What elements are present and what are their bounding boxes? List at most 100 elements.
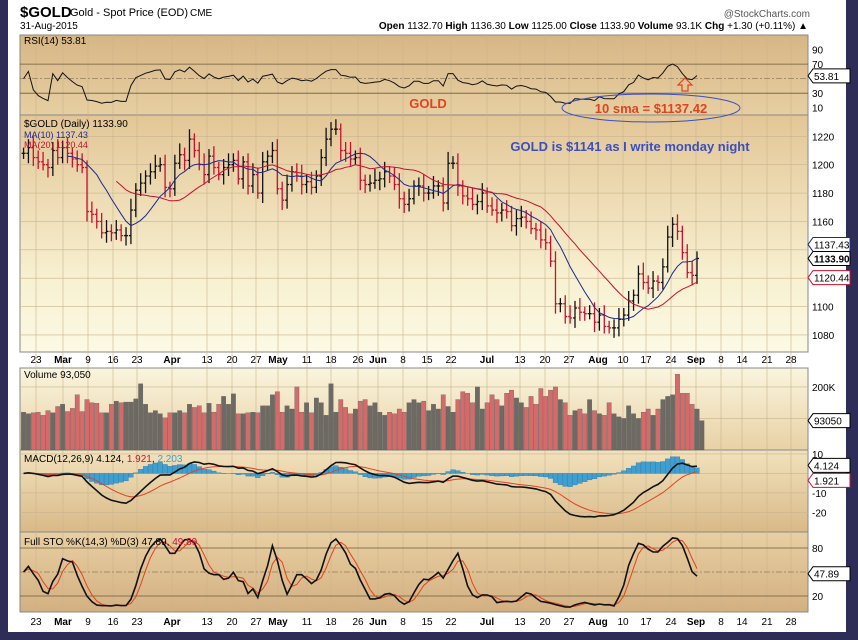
volume-bar xyxy=(484,402,490,451)
volume-bar xyxy=(79,411,85,451)
instrument-name: Gold - Spot Price (EOD) xyxy=(70,7,188,19)
x-tick-label-bottom: 14 xyxy=(736,617,748,628)
price-bar xyxy=(358,147,363,191)
volume-bar xyxy=(172,412,178,451)
price-bar xyxy=(514,210,519,236)
macd-histogram-bar xyxy=(128,473,134,478)
price-bar xyxy=(265,150,270,171)
x-tick-label: 22 xyxy=(445,355,457,366)
x-tick-label: Jul xyxy=(480,355,495,366)
price-bar xyxy=(333,119,338,135)
x-tick-label-bottom: 13 xyxy=(514,617,526,628)
volume-bar xyxy=(455,399,461,451)
volume-bar xyxy=(450,412,456,451)
volume-bar xyxy=(401,412,407,451)
volume-bar xyxy=(416,402,422,451)
volume-bar xyxy=(353,408,358,451)
price-bar xyxy=(504,200,509,219)
price-tick-label: 1100 xyxy=(812,303,834,314)
ma20-legend: MA(20) 1120.44 xyxy=(24,140,88,150)
price-bar xyxy=(529,211,534,235)
price-bar xyxy=(636,265,641,304)
x-tick-label: 13 xyxy=(514,355,526,366)
rsi-value-tag-box xyxy=(807,68,851,84)
price-bar xyxy=(177,143,182,169)
macd-tick-label: -10 xyxy=(812,489,827,500)
price-bar xyxy=(441,177,446,212)
price-bar xyxy=(221,158,226,185)
price-bar xyxy=(402,191,407,213)
price-bar xyxy=(519,205,524,228)
macd-histogram-bar xyxy=(74,473,80,475)
volume-bar xyxy=(562,402,568,451)
sto-tick-label: 20 xyxy=(812,592,824,603)
volume-bar xyxy=(533,404,539,451)
price-bar xyxy=(363,174,368,194)
volume-bar xyxy=(611,413,617,451)
volume-bar xyxy=(445,406,451,451)
volume-bar xyxy=(621,418,627,451)
macd-legend: MACD(12,26,9) 4.124, 1.921, 2.203 xyxy=(24,454,183,465)
volume-bar xyxy=(338,399,344,451)
volume-bar xyxy=(231,393,236,451)
macd-histogram-bar xyxy=(455,470,461,474)
volume-bar xyxy=(309,412,314,451)
x-tick-label-bottom: 27 xyxy=(563,617,575,628)
macd-histogram-bar xyxy=(606,473,612,476)
price-bar xyxy=(368,174,373,192)
volume-bar xyxy=(460,391,466,451)
annotation-ellipse xyxy=(561,93,741,123)
volume-bar xyxy=(665,396,671,451)
x-tick-label-bottom: 24 xyxy=(665,617,677,628)
volume-bar xyxy=(240,413,246,451)
volume-bar xyxy=(553,386,558,451)
sto-k-line xyxy=(22,537,698,608)
macd-histogram-bar xyxy=(411,473,417,478)
price-bar xyxy=(319,149,324,186)
volume-bar xyxy=(636,418,641,451)
macd-histogram-bar xyxy=(250,473,256,477)
x-tick-label: 11 xyxy=(302,355,313,366)
price-bar xyxy=(587,305,592,320)
macd-histogram-bar xyxy=(479,473,485,475)
volume-bar xyxy=(84,399,90,451)
price-bar xyxy=(26,139,31,164)
rsi-value-tag: 53.81 xyxy=(814,72,839,83)
price-bar xyxy=(41,151,46,171)
volume-bar xyxy=(113,400,119,451)
volume-bar xyxy=(499,405,505,451)
price-bar xyxy=(451,156,455,169)
price-bar xyxy=(553,251,558,314)
x-tick-label: 24 xyxy=(665,355,677,366)
volume-legend: Volume 93,050 xyxy=(24,370,91,381)
volume-bar xyxy=(689,404,695,451)
rsi-tick-label: 30 xyxy=(812,89,824,100)
macd-histogram-bar xyxy=(518,473,524,476)
volume-bar xyxy=(582,413,588,451)
ma20-value-tag: 1120.44 xyxy=(814,274,850,285)
macd-histogram-bar xyxy=(577,473,583,484)
macd-histogram-bar xyxy=(143,466,149,474)
price-bar xyxy=(597,308,602,331)
price-bar xyxy=(392,167,397,191)
volume-bar xyxy=(109,404,114,451)
price-bar xyxy=(675,214,680,240)
volume-bar xyxy=(514,397,519,451)
ma20-value-tag-box xyxy=(807,270,851,286)
volume-bar xyxy=(396,408,402,451)
x-tick-label-bottom: 27 xyxy=(250,617,262,628)
price-bar xyxy=(446,151,451,211)
price-bar xyxy=(475,194,480,215)
macd-histogram-bar xyxy=(694,467,700,474)
macd-histogram-bar xyxy=(245,473,251,477)
volume-tick-label: 200K xyxy=(812,383,836,394)
volume-bar xyxy=(616,416,622,451)
volume-bar xyxy=(270,394,275,451)
volume-bar xyxy=(684,393,690,451)
macd-histogram-bar xyxy=(650,461,656,474)
volume-bar xyxy=(436,408,441,451)
volume-bar xyxy=(318,402,324,451)
price-bar xyxy=(582,306,587,321)
price-bar xyxy=(216,161,221,181)
